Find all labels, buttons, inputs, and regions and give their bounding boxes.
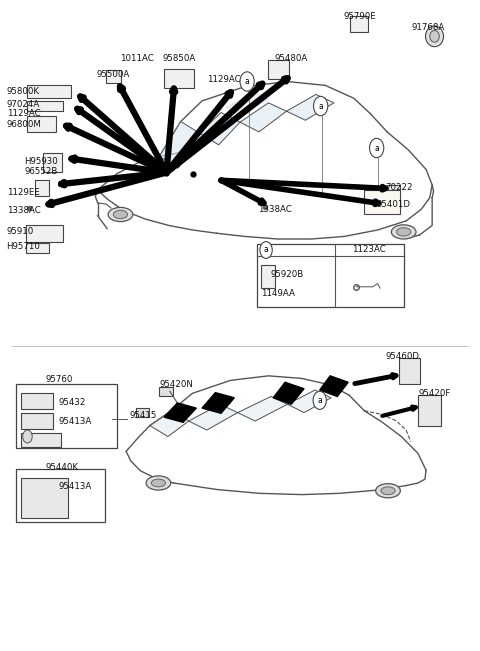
Text: 95800K: 95800K [7,87,39,96]
Text: 1129AC: 1129AC [7,109,40,118]
Text: 1338AC: 1338AC [7,206,40,215]
Text: 95415: 95415 [130,411,157,421]
Text: 95500A: 95500A [96,70,130,79]
Text: 95440K: 95440K [46,463,78,472]
Bar [25,225,62,242]
Circle shape [370,138,384,158]
Polygon shape [287,94,334,120]
Polygon shape [159,122,200,168]
Polygon shape [200,113,240,145]
Bar [16,469,105,522]
Bar [27,85,71,98]
Ellipse shape [146,476,171,490]
Bar [399,358,420,383]
Bar [25,243,49,253]
Text: 97024A: 97024A [7,100,40,109]
Text: H95710: H95710 [7,242,40,251]
Ellipse shape [430,31,439,42]
Ellipse shape [391,225,416,239]
Text: a: a [264,245,268,255]
Text: a: a [317,396,322,405]
Text: a: a [374,143,379,152]
Polygon shape [238,396,288,421]
Polygon shape [164,403,196,422]
Text: 96552B: 96552B [24,167,58,176]
Text: 95920B: 95920B [271,270,304,279]
Polygon shape [202,393,234,413]
Circle shape [313,96,328,116]
Ellipse shape [113,210,128,219]
Bar [257,244,404,307]
Bar [164,68,193,88]
Bar [27,101,63,111]
Text: 91768A: 91768A [412,23,445,32]
Text: a: a [245,77,250,86]
Bar [350,16,368,32]
Text: 95480A: 95480A [274,55,307,63]
Circle shape [260,242,272,258]
Text: 1338AC: 1338AC [258,205,292,214]
Text: H95930: H95930 [24,157,59,166]
Circle shape [313,391,326,409]
Text: 1129EE: 1129EE [7,188,39,197]
Text: 95401D: 95401D [377,200,410,209]
Text: 1129AC: 1129AC [207,75,240,84]
Text: 95420N: 95420N [159,380,193,389]
Bar [106,70,121,83]
Text: 70222: 70222 [385,183,413,192]
Ellipse shape [381,487,395,495]
Bar [261,265,275,288]
Polygon shape [273,382,304,404]
Polygon shape [189,404,238,430]
Bar [364,190,400,214]
Polygon shape [240,103,287,132]
Bar [21,393,53,409]
Text: 95413A: 95413A [59,482,92,492]
Text: 1149AA: 1149AA [261,290,295,298]
Text: 1123AC: 1123AC [352,245,386,255]
Ellipse shape [151,479,166,487]
Bar [418,395,441,426]
Polygon shape [150,411,189,437]
Text: 95760: 95760 [46,375,73,384]
Polygon shape [226,92,268,115]
Text: 95910: 95910 [7,227,34,236]
Text: 95432: 95432 [59,398,86,408]
Polygon shape [288,390,331,413]
Polygon shape [320,376,348,396]
Bar [27,116,56,132]
Text: 95790E: 95790E [343,12,376,21]
Bar [35,180,49,197]
Circle shape [240,72,254,91]
Text: 96800M: 96800M [7,120,41,129]
Text: 95850A: 95850A [162,55,195,63]
Ellipse shape [396,228,411,236]
Bar [21,433,61,447]
Text: 95413A: 95413A [59,417,92,426]
Text: 1011AC: 1011AC [120,55,154,63]
Bar [16,383,117,448]
Ellipse shape [425,26,444,47]
Text: a: a [318,102,323,111]
Bar [21,413,53,429]
Bar [21,478,68,518]
Ellipse shape [376,484,400,498]
Bar [267,60,289,79]
Bar [387,185,400,193]
Text: 95460D: 95460D [385,352,419,361]
Ellipse shape [108,208,133,221]
Bar [136,408,149,417]
Text: 95420F: 95420F [419,389,451,398]
Bar [43,152,62,172]
Bar [159,387,173,396]
Circle shape [23,430,32,443]
